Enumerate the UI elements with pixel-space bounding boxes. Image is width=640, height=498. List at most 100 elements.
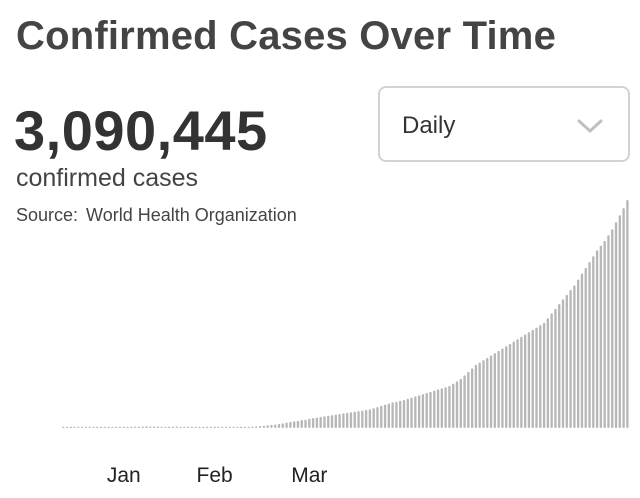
bar — [486, 357, 489, 428]
bar — [383, 404, 387, 428]
bar — [372, 408, 375, 428]
bar — [516, 339, 519, 428]
bar — [542, 322, 546, 428]
bar — [565, 294, 568, 428]
bar — [614, 222, 618, 428]
bar — [232, 426, 235, 428]
bar — [205, 426, 209, 428]
bar — [410, 397, 413, 428]
bar — [262, 425, 266, 428]
bar — [65, 426, 69, 428]
bar — [115, 426, 118, 428]
bar — [391, 402, 394, 428]
bar — [221, 426, 224, 428]
x-axis-ticks: Jan Feb Mar — [107, 464, 328, 487]
bar — [425, 392, 428, 428]
bar — [580, 273, 584, 428]
bar — [149, 426, 152, 428]
bar — [152, 426, 156, 428]
bar — [508, 343, 512, 428]
bar — [296, 420, 300, 428]
bar — [99, 426, 103, 428]
cases-bar-chart: Jan Feb Mar — [62, 200, 629, 487]
bar — [137, 426, 141, 428]
bar — [353, 411, 356, 428]
bar — [258, 426, 262, 428]
bar — [603, 240, 606, 428]
bar — [520, 336, 523, 428]
bar — [402, 399, 406, 428]
bar — [311, 418, 315, 428]
bar — [111, 426, 114, 428]
bar — [213, 426, 216, 428]
bar — [292, 421, 296, 428]
bar — [463, 375, 466, 428]
bar — [357, 411, 360, 428]
bar — [599, 245, 603, 428]
bar — [364, 409, 368, 428]
bar — [236, 426, 239, 428]
bar — [239, 426, 243, 428]
bar — [406, 398, 409, 428]
bar — [130, 426, 133, 428]
interval-dropdown[interactable]: Daily — [378, 86, 630, 162]
bar — [202, 426, 205, 428]
bar — [228, 426, 231, 428]
bar — [440, 388, 444, 428]
bar — [255, 426, 258, 428]
bar — [452, 383, 455, 428]
bar — [300, 420, 303, 428]
bar — [69, 426, 72, 428]
bar — [380, 405, 383, 428]
bar — [274, 424, 277, 428]
bar — [527, 332, 531, 428]
bar — [467, 371, 470, 428]
bar — [558, 304, 561, 428]
bar — [277, 423, 281, 428]
bar — [327, 415, 330, 428]
bar — [224, 426, 228, 428]
bar — [243, 426, 247, 428]
bar — [459, 378, 462, 428]
bar — [247, 426, 250, 428]
bar — [569, 290, 572, 428]
bar — [535, 327, 538, 428]
bar — [319, 416, 322, 428]
bar — [179, 426, 182, 428]
bar — [194, 426, 197, 428]
bar — [190, 426, 194, 428]
bar — [183, 426, 186, 428]
bar — [576, 279, 580, 428]
bar — [501, 348, 504, 428]
bar — [429, 391, 432, 428]
bar — [399, 400, 402, 428]
bar — [531, 329, 534, 428]
bar — [209, 426, 213, 428]
total-confirmed-label: confirmed cases — [16, 164, 199, 192]
bar — [546, 318, 550, 428]
bar — [92, 426, 95, 428]
bar — [141, 426, 144, 428]
bar — [281, 423, 284, 428]
bar — [103, 426, 106, 428]
source-label: Source: — [16, 205, 79, 225]
bar — [251, 426, 254, 428]
x-tick-label: Feb — [197, 464, 233, 487]
bar — [489, 355, 493, 428]
bar — [289, 421, 292, 428]
bar — [304, 419, 307, 428]
bar — [584, 267, 587, 428]
bar — [346, 412, 349, 428]
bar — [342, 413, 345, 428]
bar — [497, 350, 500, 428]
bar — [122, 426, 125, 428]
x-tick-label: Mar — [291, 464, 327, 487]
bar — [80, 426, 84, 428]
bar — [330, 415, 334, 428]
interval-selected-value: Daily — [402, 112, 456, 139]
bar — [573, 285, 576, 428]
bar — [421, 394, 425, 428]
bar — [266, 425, 269, 428]
bar — [315, 417, 319, 428]
bar — [512, 341, 515, 428]
